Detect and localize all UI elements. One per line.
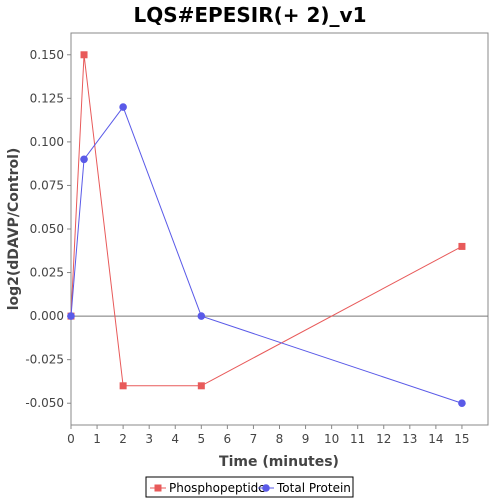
x-tick-label: 10 bbox=[324, 432, 339, 446]
x-tick-label: 0 bbox=[67, 432, 75, 446]
chart-title: LQS#EPESIR(+ 2)_v1 bbox=[133, 3, 366, 27]
x-axis-ticks: 0 1 2 3 4 5 6 7 8 9 10 11 12 13 14 15 bbox=[67, 425, 470, 446]
y-axis-ticks: -0.050 -0.025 0.000 0.025 0.050 0.075 0.100 0.1… bbox=[25, 48, 71, 410]
data-point-phosphopeptide bbox=[119, 382, 127, 390]
data-point-total-protein bbox=[80, 155, 88, 164]
y-tick-label: 0.025 bbox=[30, 266, 64, 280]
x-tick-label: 4 bbox=[171, 432, 179, 446]
y-tick-label: 0.150 bbox=[30, 48, 64, 62]
x-tick-label: 1 bbox=[93, 432, 101, 446]
legend-label: Phosphopeptide bbox=[169, 481, 266, 495]
legend-marker-square bbox=[154, 484, 162, 492]
legend-box bbox=[145, 476, 354, 498]
legend-item-phosphopeptide: Phosphopeptide bbox=[150, 481, 266, 495]
series-total-protein bbox=[67, 103, 466, 408]
x-tick-label: 5 bbox=[197, 432, 205, 446]
y-tick-label: -0.050 bbox=[25, 396, 64, 410]
plot-area bbox=[70, 32, 489, 426]
x-tick-label: 12 bbox=[376, 432, 391, 446]
data-point-phosphopeptide bbox=[458, 242, 466, 250]
y-tick-label: 0.100 bbox=[30, 135, 64, 149]
x-tick-label: 11 bbox=[350, 432, 365, 446]
y-tick-label: 0.075 bbox=[30, 178, 64, 192]
legend-marker-circle bbox=[262, 484, 270, 492]
x-tick-label: 14 bbox=[428, 432, 443, 446]
x-tick-label: 3 bbox=[145, 432, 153, 446]
data-point-total-protein bbox=[458, 399, 466, 408]
legend-items: Phosphopeptide Total Protein bbox=[150, 481, 351, 495]
y-tick-label: 0.050 bbox=[30, 222, 64, 236]
y-tick-label: 0.125 bbox=[30, 91, 64, 105]
y-tick-label: 0.000 bbox=[30, 309, 64, 323]
legend-label: Total Protein bbox=[276, 481, 351, 495]
y-tick-label: -0.025 bbox=[25, 353, 64, 367]
x-tick-label: 9 bbox=[302, 432, 310, 446]
y-axis-label: log2(dDAVP/Control) bbox=[6, 148, 22, 311]
data-point-total-protein bbox=[67, 312, 75, 320]
legend: Phosphopeptide Total Protein bbox=[145, 476, 354, 498]
data-point-total-protein bbox=[119, 103, 127, 111]
series-layer bbox=[67, 51, 466, 408]
x-tick-label: 7 bbox=[250, 432, 258, 446]
x-tick-label: 15 bbox=[454, 432, 469, 446]
data-point-phosphopeptide bbox=[197, 382, 205, 390]
x-tick-label: 13 bbox=[402, 432, 417, 446]
legend-item-total-protein: Total Protein bbox=[258, 481, 351, 495]
data-point-phosphopeptide bbox=[80, 51, 88, 59]
x-axis-label: Time (minutes) bbox=[219, 454, 339, 470]
x-tick-label: 8 bbox=[276, 432, 284, 446]
x-tick-label: 2 bbox=[119, 432, 127, 446]
x-tick-label: 6 bbox=[224, 432, 232, 446]
data-point-total-protein bbox=[197, 312, 206, 320]
